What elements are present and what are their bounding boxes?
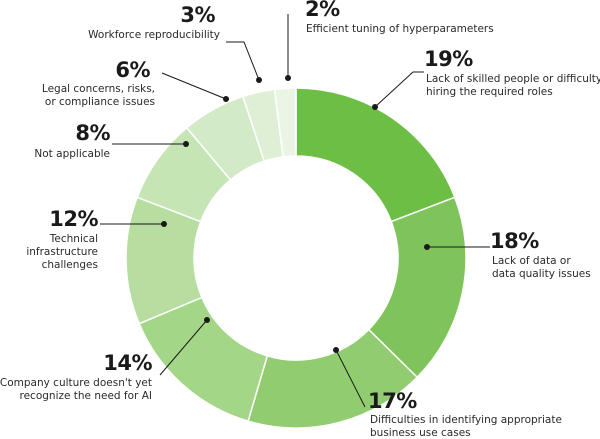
slice-percent-label: 3% [180, 3, 215, 27]
slice-label-line: Workforce reproducibility [88, 29, 220, 41]
leader-line [159, 319, 208, 376]
slice-label-line: Difficulties in identifying appropriate [370, 414, 562, 426]
leader-line [374, 71, 424, 108]
slice-label-line: Company culture doesn't yet [0, 377, 152, 389]
slice-percent-label: 12% [49, 207, 98, 231]
slice-label-line: Efficient tuning of hyperparameters [306, 23, 494, 35]
slice-label-line: Lack of skilled people or difficulty [426, 73, 600, 85]
slice-label-line: hiring the required roles [426, 86, 553, 98]
slice-percent-label: 14% [103, 351, 152, 375]
slice-category-label: Lack of data or data quality issues [492, 255, 591, 280]
slice-label-line: challenges [42, 259, 98, 271]
slice-percent-label: 18% [490, 229, 539, 253]
slice-percent-label: 6% [115, 58, 150, 82]
leader-dot [285, 75, 291, 81]
leader-dot [372, 104, 378, 110]
leader-dot [424, 244, 430, 250]
slice-category-label: Legal concerns, risks, or compliance issu… [42, 83, 155, 108]
slice-category-label: Workforce reproducibility [88, 29, 220, 41]
slice-label-line: Lack of data or [492, 255, 571, 267]
slice-category-label: Difficulties in identifying appropriate b… [370, 414, 562, 439]
slice-label-line: Not applicable [34, 148, 110, 160]
slice-percent-label: 2% [305, 0, 340, 21]
slice-label-line: Legal concerns, risks, [42, 83, 155, 95]
slice-label-line: or compliance issues [45, 96, 155, 108]
leader-dot [161, 221, 167, 227]
leader-dot [223, 96, 229, 102]
slice-label-line: infrastructure [26, 246, 98, 258]
donut-slices [125, 87, 467, 429]
leader-dot [183, 141, 189, 147]
slice-category-label: Lack of skilled people or difficulty hiri… [426, 73, 600, 98]
donut-slice [273, 87, 297, 158]
leader-line [335, 349, 366, 408]
leader-dot [333, 347, 339, 353]
slice-percent-label: 17% [368, 389, 417, 413]
slice-label-line: Technical [49, 233, 98, 245]
slice-label-line: business use cases [370, 427, 471, 439]
leader-dot [204, 317, 210, 323]
slice-category-label: Company culture doesn't yet recognize the… [0, 377, 152, 402]
slice-label-line: recognize the need for AI [20, 390, 153, 402]
leader-dot [256, 77, 262, 83]
slice-category-label: Efficient tuning of hyperparameters [306, 23, 494, 35]
leader-lines [100, 14, 490, 408]
slice-label-line: data quality issues [492, 268, 591, 280]
leader-line [161, 72, 227, 100]
leader-line [226, 41, 260, 81]
slice-percent-label: 8% [75, 121, 110, 145]
slice-percent-label: 19% [424, 47, 473, 71]
slice-category-label: Technical infrastructure challenges [26, 233, 98, 271]
slice-category-label: Not applicable [34, 148, 110, 160]
